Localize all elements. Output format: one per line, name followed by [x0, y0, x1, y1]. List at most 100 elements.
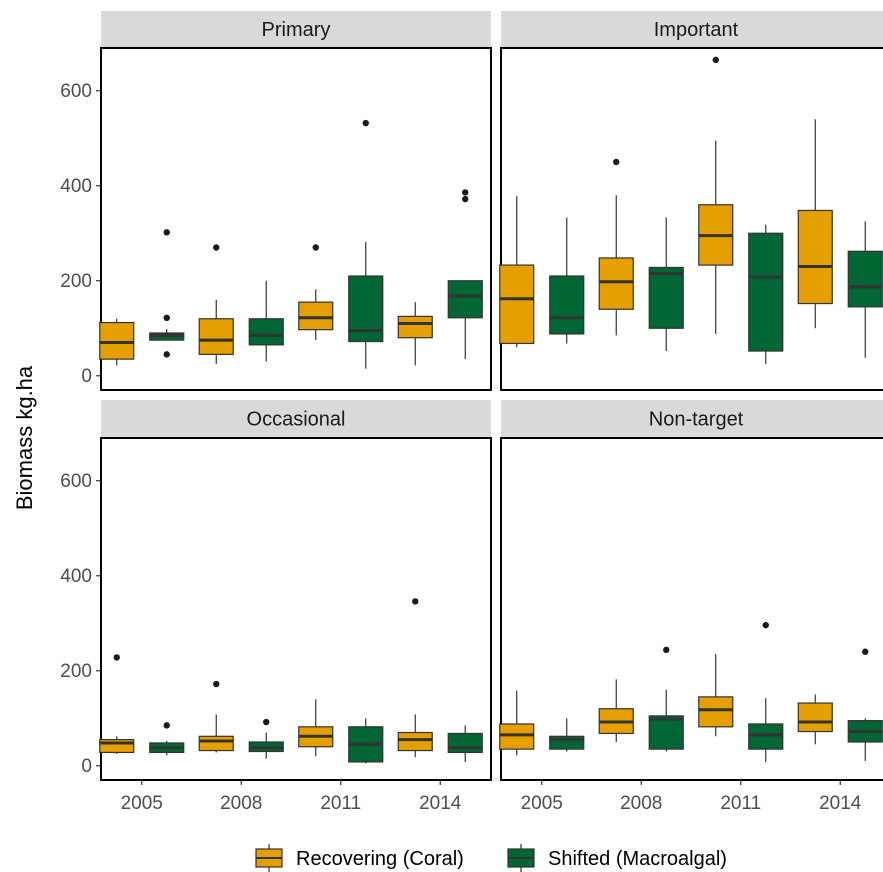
box-2014-recovering [797, 694, 833, 745]
box-2008-shifted [648, 646, 684, 752]
outlier-point [462, 189, 469, 196]
box-2008-shifted [248, 280, 284, 362]
panel-occasional: Occasional 0 200 400 600 2005 2008 2011 2014 [60, 400, 492, 814]
box-body [648, 715, 684, 750]
panels-layer: Primary 0 200 400 600 Important Occasional 0 200… [60, 11, 883, 814]
box-body [549, 275, 585, 335]
outlier-point [113, 654, 120, 661]
box-body [198, 735, 234, 752]
outlier-point [213, 244, 220, 251]
box-body [648, 266, 684, 329]
box-body [397, 315, 433, 339]
y-tick-label: 0 [81, 366, 92, 387]
panel-frame [100, 437, 492, 781]
outlier-point [263, 718, 270, 726]
box-2008-shifted [648, 217, 684, 352]
panel-strip [101, 400, 491, 437]
box-body [397, 731, 433, 752]
outlier-point [312, 244, 319, 251]
outlier-point [462, 195, 469, 203]
box-2011-shifted [348, 718, 384, 764]
legend-item-shifted: Shifted (Macroalgal) [507, 844, 727, 872]
box-2005-recovering [99, 318, 135, 366]
box-2008-recovering [198, 244, 234, 364]
box-2005-shifted [549, 718, 585, 752]
box-2014-shifted [847, 648, 883, 761]
box-2011-recovering [298, 244, 334, 341]
box-2011-recovering [698, 56, 734, 334]
box-2014-recovering [797, 119, 833, 329]
box-2014-shifted [447, 725, 483, 762]
box-2011-recovering [698, 654, 734, 737]
y-axis-label: Biomass kg.ha [12, 365, 37, 510]
y-tick-label: 200 [60, 271, 92, 292]
y-tick-label: 600 [60, 471, 92, 492]
box-body [447, 732, 483, 754]
box-body [499, 264, 535, 345]
legend: Recovering (Coral) Shifted (Macroalgal) [255, 844, 727, 872]
panel-important: Important [499, 11, 883, 391]
box-2008-recovering [598, 158, 634, 336]
box-body [748, 232, 784, 352]
outlier-point [213, 680, 220, 688]
x-tick-label: 2005 [521, 793, 563, 814]
outlier-point [862, 648, 869, 655]
outlier-point [362, 119, 369, 127]
panel-primary: Primary 0 200 400 600 [60, 11, 492, 391]
outlier-point [712, 56, 719, 64]
box-2005-shifted [149, 722, 185, 756]
box-2005-recovering [99, 654, 135, 754]
panel-title: Important [654, 19, 739, 41]
outlier-point [412, 598, 419, 605]
box-2011-recovering [298, 699, 334, 757]
box-2008-recovering [198, 680, 234, 753]
box-body [248, 318, 284, 346]
outlier-point [663, 646, 670, 654]
panel-strip [501, 11, 883, 47]
box-2008-recovering [598, 679, 634, 742]
box-2014-recovering [397, 302, 433, 366]
box-body [598, 257, 634, 310]
panel-strip [501, 400, 883, 437]
box-2011-shifted [748, 224, 784, 364]
y-tick-label: 400 [60, 176, 92, 197]
x-tick-label: 2011 [720, 793, 761, 814]
panel-non-target: Non-target 2005 2008 2011 2014 [499, 400, 883, 814]
y-tick-label: 0 [81, 756, 92, 777]
box-2005-recovering [499, 196, 535, 348]
box-body [99, 321, 135, 360]
panel-title: Occasional [247, 409, 346, 431]
box-body [797, 209, 833, 305]
box-body [748, 723, 784, 750]
panel-title: Non-target [649, 409, 744, 431]
box-2011-shifted [348, 119, 384, 369]
legend-label: Recovering (Coral) [296, 848, 464, 870]
box-2005-shifted [149, 229, 185, 358]
box-body [447, 280, 483, 319]
outlier-point [163, 351, 170, 358]
box-body [847, 250, 883, 308]
legend-item-recovering: Recovering (Coral) [255, 844, 464, 872]
outlier-point [613, 158, 620, 166]
y-tick-label: 200 [60, 661, 92, 682]
box-2011-shifted [748, 621, 784, 762]
box-body [797, 702, 833, 733]
box-2014-shifted [447, 189, 483, 360]
box-body [499, 723, 535, 750]
x-tick-label: 2014 [819, 793, 862, 814]
box-2005-shifted [549, 217, 585, 344]
box-body [298, 301, 334, 331]
x-tick-label: 2011 [320, 793, 361, 814]
box-2014-recovering [397, 598, 433, 758]
box-2005-recovering [499, 690, 535, 756]
y-tick-label: 400 [60, 566, 92, 587]
x-tick-label: 2005 [121, 793, 163, 814]
legend-label: Shifted (Macroalgal) [548, 848, 727, 870]
x-tick-label: 2008 [620, 793, 662, 814]
y-tick-label: 600 [60, 81, 92, 102]
outlier-point [163, 314, 170, 321]
x-tick-label: 2014 [419, 793, 462, 814]
outlier-point [163, 722, 170, 729]
box-body [198, 318, 234, 355]
